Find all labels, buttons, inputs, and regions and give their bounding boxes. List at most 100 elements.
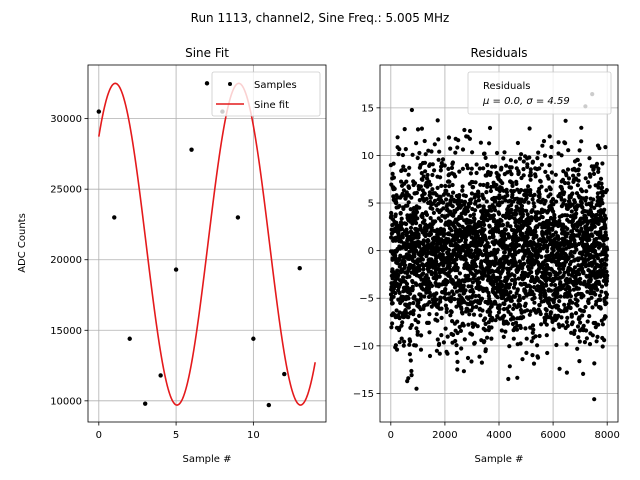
- residual-point: [577, 339, 582, 344]
- residual-point: [583, 260, 588, 265]
- residual-point: [447, 184, 452, 189]
- residual-point: [596, 169, 601, 174]
- residual-point: [537, 333, 542, 339]
- residual-point: [446, 135, 452, 140]
- residual-point: [454, 257, 459, 262]
- residual-point: [516, 237, 522, 242]
- residual-point: [469, 332, 475, 337]
- residuals-xtick-label: 4000: [486, 430, 511, 441]
- sample-point: [173, 267, 179, 272]
- residual-point: [526, 255, 531, 260]
- residuals-xtick-label: 0: [388, 430, 394, 441]
- residual-point: [441, 340, 446, 345]
- residual-point: [581, 309, 587, 314]
- residual-point: [453, 150, 458, 155]
- residual-point: [468, 200, 473, 205]
- sample-point: [189, 147, 194, 152]
- residual-point: [414, 282, 419, 287]
- residual-point: [528, 167, 533, 172]
- residual-point: [499, 328, 504, 333]
- residual-point: [572, 265, 578, 270]
- residual-point: [482, 339, 487, 344]
- residuals-xtick-label: 8000: [594, 430, 619, 441]
- residual-point: [414, 386, 419, 391]
- residuals-xtick-label: 6000: [540, 430, 565, 441]
- residual-point: [389, 213, 394, 218]
- residual-point: [575, 303, 580, 308]
- residual-point: [434, 297, 439, 302]
- residual-point: [443, 183, 448, 189]
- residual-point: [432, 142, 437, 147]
- residual-point: [481, 204, 486, 209]
- residual-point: [587, 156, 592, 161]
- residual-point: [427, 312, 432, 317]
- residual-point: [451, 190, 456, 195]
- residual-point: [454, 350, 459, 356]
- residuals-ytick-label: −15: [353, 389, 374, 400]
- residual-point: [561, 266, 566, 271]
- residual-point: [419, 294, 424, 299]
- residual-point: [473, 199, 478, 204]
- residual-point: [419, 126, 424, 131]
- residual-point: [409, 195, 414, 200]
- residual-point: [427, 190, 432, 195]
- residual-point: [557, 270, 563, 275]
- residual-point: [560, 177, 566, 182]
- residual-point: [405, 203, 410, 208]
- residual-point: [513, 280, 518, 285]
- sample-point: [142, 401, 148, 406]
- residual-point: [548, 310, 554, 315]
- residual-point: [502, 231, 507, 236]
- residual-point: [424, 273, 429, 278]
- residual-point: [502, 250, 507, 255]
- residual-point: [597, 281, 602, 286]
- residual-point: [391, 286, 396, 292]
- residual-point: [423, 169, 428, 174]
- residuals-ytick-label: −5: [359, 294, 374, 305]
- residual-point: [509, 172, 514, 177]
- residual-point: [415, 155, 420, 161]
- residual-point: [486, 244, 492, 249]
- residual-point: [397, 147, 402, 152]
- residual-point: [548, 187, 553, 192]
- residual-point: [430, 187, 435, 192]
- residual-point: [400, 152, 405, 158]
- residual-point: [444, 197, 449, 202]
- residual-point: [485, 163, 490, 168]
- residual-point: [402, 339, 407, 344]
- residual-point: [529, 265, 534, 270]
- residual-point: [482, 151, 487, 156]
- residual-point: [496, 173, 501, 178]
- residual-point: [551, 248, 556, 253]
- residual-point: [428, 216, 433, 221]
- residual-point: [463, 211, 468, 216]
- residual-point: [515, 323, 520, 328]
- residual-point: [595, 334, 600, 339]
- residual-point: [493, 199, 498, 204]
- residual-point: [455, 330, 460, 336]
- residual-point: [562, 302, 567, 307]
- residual-point: [465, 355, 471, 361]
- residual-point: [491, 217, 496, 222]
- residuals-legend-box: [467, 71, 612, 115]
- residual-point: [483, 321, 488, 327]
- residual-point: [536, 252, 541, 257]
- residual-point: [457, 169, 462, 174]
- residual-point: [521, 159, 526, 164]
- residual-point: [453, 262, 459, 267]
- residual-point: [575, 346, 580, 351]
- residual-point: [406, 296, 411, 301]
- residual-point: [562, 190, 567, 195]
- residual-point: [503, 227, 508, 232]
- residual-point: [600, 193, 605, 198]
- residual-point: [445, 213, 450, 218]
- residual-point: [453, 338, 458, 344]
- residual-point: [441, 200, 446, 205]
- residual-point: [537, 303, 542, 308]
- residual-point: [425, 176, 430, 181]
- residual-point: [428, 195, 433, 200]
- residual-point: [564, 319, 569, 325]
- residual-point: [577, 316, 582, 321]
- residual-point: [583, 176, 588, 181]
- residual-point: [529, 339, 534, 344]
